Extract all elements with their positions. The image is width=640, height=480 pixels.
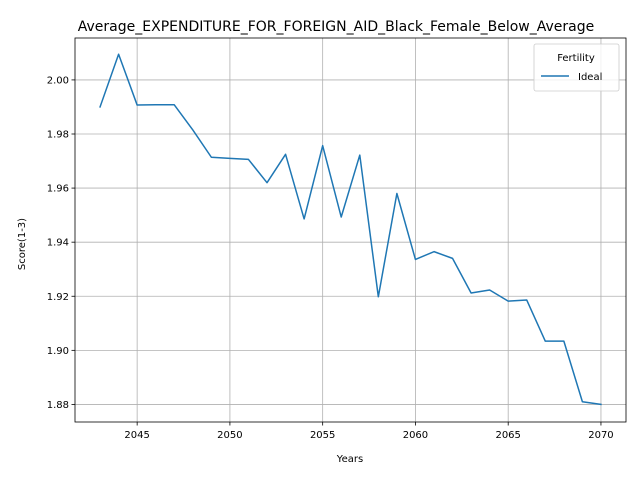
legend: Fertility Ideal [534, 44, 619, 91]
legend-box [534, 44, 619, 91]
x-tick-label: 2055 [310, 430, 335, 441]
y-tick-label: 2.00 [47, 75, 69, 86]
x-tick-label: 2065 [495, 430, 520, 441]
y-tick-label: 1.96 [47, 184, 69, 195]
y-tick-label: 1.94 [47, 238, 69, 249]
y-tick-label: 1.90 [47, 346, 69, 357]
x-tick-label: 2045 [124, 430, 149, 441]
chart-title: Average_EXPENDITURE_FOR_FOREIGN_AID_Blac… [78, 19, 594, 35]
x-tick-label: 2050 [217, 430, 242, 441]
y-axis-label: Score(1-3) [17, 218, 28, 270]
y-tick-label: 1.98 [47, 130, 69, 141]
x-tick-label: 2060 [403, 430, 428, 441]
legend-label-ideal: Ideal [578, 72, 602, 83]
y-tick-label: 1.92 [47, 292, 69, 303]
x-axis-label: Years [336, 454, 363, 465]
y-tick-label: 1.88 [47, 400, 69, 411]
x-tick-label: 2070 [588, 430, 613, 441]
legend-title: Fertility [557, 53, 595, 64]
